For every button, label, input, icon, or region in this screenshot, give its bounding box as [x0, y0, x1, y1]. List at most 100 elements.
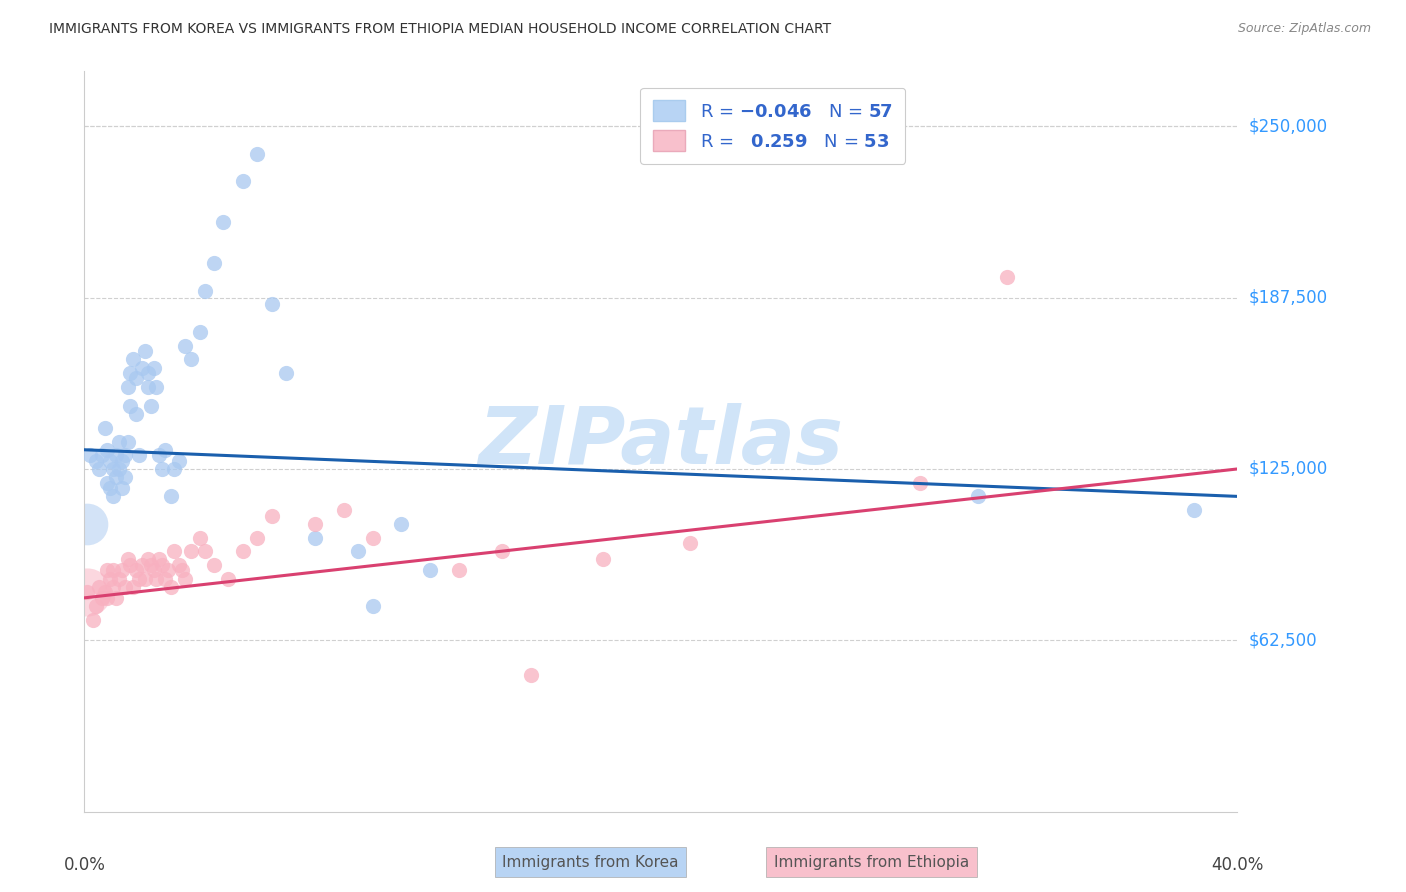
Point — [153, 442, 176, 457]
Point — [361, 531, 384, 545]
Point — [114, 580, 136, 594]
Point — [111, 563, 134, 577]
Point — [163, 544, 186, 558]
Point — [105, 591, 128, 605]
Point — [128, 572, 150, 586]
Point — [84, 454, 107, 468]
Point — [103, 563, 124, 577]
Point — [136, 380, 159, 394]
Point — [419, 563, 441, 577]
Point — [76, 585, 98, 599]
Point — [679, 536, 702, 550]
Point — [232, 544, 254, 558]
Point — [136, 552, 159, 566]
Text: 0.0%: 0.0% — [63, 856, 105, 874]
Point — [163, 462, 186, 476]
Point — [96, 475, 118, 490]
Point — [150, 558, 173, 572]
Point — [202, 558, 225, 572]
Point — [120, 399, 142, 413]
Point — [98, 572, 121, 586]
Point — [194, 544, 217, 558]
Text: $250,000: $250,000 — [1249, 117, 1327, 136]
Point — [260, 297, 283, 311]
Point — [160, 580, 183, 594]
Point — [169, 454, 191, 468]
Text: $125,000: $125,000 — [1249, 460, 1327, 478]
Point — [246, 146, 269, 161]
Point — [211, 215, 233, 229]
Text: IMMIGRANTS FROM KOREA VS IMMIGRANTS FROM ETHIOPIA MEDIAN HOUSEHOLD INCOME CORREL: IMMIGRANTS FROM KOREA VS IMMIGRANTS FROM… — [49, 22, 831, 37]
Point — [117, 552, 139, 566]
Point — [108, 434, 131, 449]
Point — [134, 344, 156, 359]
Point — [142, 360, 165, 375]
Point — [194, 284, 217, 298]
Point — [122, 580, 145, 594]
Point — [246, 531, 269, 545]
Point — [122, 352, 145, 367]
Point — [96, 563, 118, 577]
Point — [260, 508, 283, 523]
Point — [93, 585, 115, 599]
Point — [98, 481, 121, 495]
Point — [114, 448, 136, 462]
Point — [333, 503, 356, 517]
Point — [139, 399, 162, 413]
Point — [156, 563, 179, 577]
Point — [910, 475, 932, 490]
Point — [1182, 503, 1205, 517]
Point — [120, 558, 142, 572]
Point — [148, 552, 170, 566]
Point — [125, 371, 148, 385]
Point — [180, 544, 202, 558]
Text: Immigrants from Korea: Immigrants from Korea — [502, 855, 679, 870]
Legend: R = $\mathbf{-0.046}$   N = $\mathbf{57}$, R =   $\mathbf{0.259}$   N = $\mathbf: R = $\mathbf{-0.046}$ N = $\mathbf{57}$,… — [640, 87, 905, 164]
Point — [172, 563, 194, 577]
Point — [125, 563, 148, 577]
Point — [93, 421, 115, 435]
Point — [145, 380, 167, 394]
Point — [108, 462, 131, 476]
Point — [134, 572, 156, 586]
Point — [592, 552, 614, 566]
Point — [76, 516, 98, 531]
Point — [105, 448, 128, 462]
Point — [347, 544, 370, 558]
Point — [103, 580, 124, 594]
Point — [967, 489, 990, 503]
Point — [125, 407, 148, 421]
Point — [150, 462, 173, 476]
Point — [202, 256, 225, 270]
Point — [391, 516, 413, 531]
Point — [117, 434, 139, 449]
Point — [232, 174, 254, 188]
Point — [114, 470, 136, 484]
Point — [995, 270, 1018, 285]
Point — [96, 591, 118, 605]
Point — [174, 572, 197, 586]
Point — [218, 572, 240, 586]
Point — [491, 544, 513, 558]
Point — [520, 667, 543, 681]
Point — [131, 360, 153, 375]
Point — [131, 558, 153, 572]
Point — [108, 572, 131, 586]
Text: ZIPatlas: ZIPatlas — [478, 402, 844, 481]
Point — [87, 462, 110, 476]
Point — [84, 599, 107, 613]
Text: 40.0%: 40.0% — [1211, 856, 1264, 874]
Point — [120, 366, 142, 380]
Point — [139, 558, 162, 572]
Point — [79, 448, 101, 462]
Point — [145, 572, 167, 586]
Point — [169, 558, 191, 572]
Point — [90, 448, 112, 462]
Point — [361, 599, 384, 613]
Text: Source: ZipAtlas.com: Source: ZipAtlas.com — [1237, 22, 1371, 36]
Text: Immigrants from Ethiopia: Immigrants from Ethiopia — [775, 855, 969, 870]
Point — [87, 580, 110, 594]
Point — [128, 448, 150, 462]
Point — [96, 442, 118, 457]
Point — [160, 489, 183, 503]
